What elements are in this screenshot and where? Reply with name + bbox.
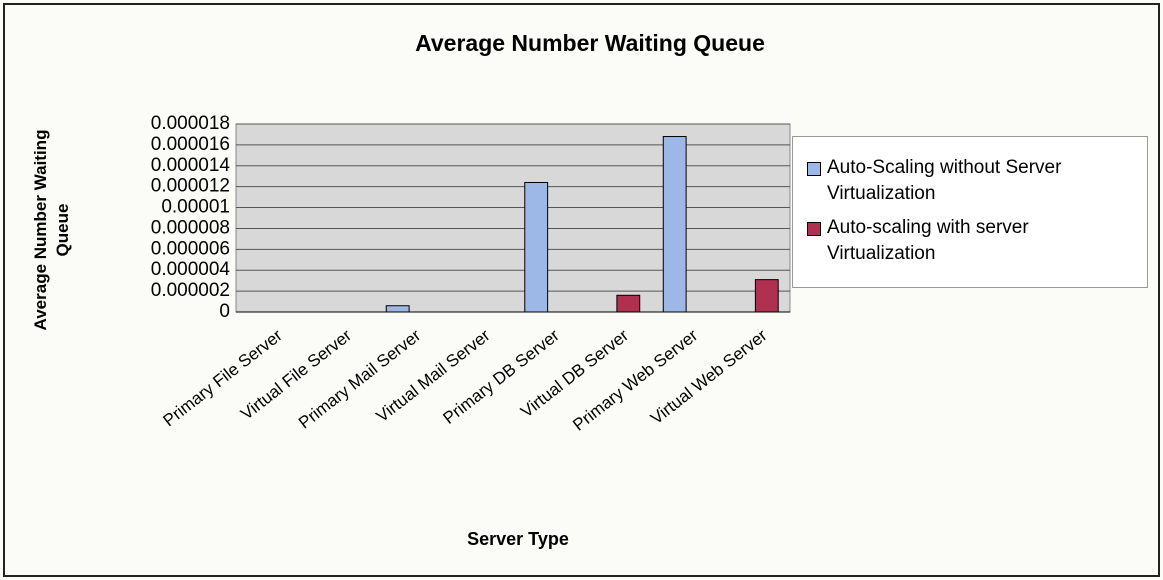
bar — [662, 136, 687, 313]
bar — [524, 181, 549, 313]
y-tick-label: 0.000012 — [151, 176, 230, 197]
bar — [754, 279, 779, 313]
y-tick-label: 0.00001 — [161, 197, 230, 218]
chart-border — [3, 3, 1160, 577]
legend-label: Auto-Scaling without Server Virtualizati… — [827, 157, 1062, 204]
x-tick-label: Primary Web Server — [569, 326, 701, 435]
y-tick-label: 0.000018 — [151, 113, 230, 134]
legend-item: Auto-scaling with server Virtualization — [807, 215, 1141, 267]
y-tick-label: 0.000016 — [151, 134, 230, 155]
x-axis-title: Server Type — [467, 529, 569, 549]
legend: Auto-Scaling without Server Virtualizati… — [792, 136, 1148, 288]
plot-area — [235, 123, 791, 313]
legend-swatch — [807, 162, 821, 176]
x-tick-label: Primary File Server — [160, 326, 287, 431]
legend-item: Auto-Scaling without Server Virtualizati… — [807, 155, 1141, 207]
legend-label: Auto-scaling with server Virtualization — [827, 217, 1029, 264]
chart-title: Average Number Waiting Queue — [415, 30, 765, 56]
y-tick-label: 0.000004 — [151, 259, 231, 280]
x-tick-label: Primary DB Server — [439, 326, 563, 428]
x-tick-label: Virtual Mail Server — [373, 326, 494, 426]
bar — [385, 305, 410, 313]
legend-swatch — [807, 222, 821, 236]
y-tick-label: 0.000002 — [151, 280, 230, 301]
y-tick-label: 0.000014 — [151, 155, 231, 176]
x-tick-label: Virtual Web Server — [647, 326, 771, 429]
x-tick-label: Primary Mail Server — [295, 326, 425, 433]
y-axis-title: Average Number Waiting Queue — [31, 130, 72, 331]
y-tick-label: 0 — [219, 301, 230, 322]
y-tick-label: 0.000008 — [151, 217, 230, 238]
bar — [616, 294, 641, 313]
y-tick-label: 0.000006 — [151, 238, 230, 259]
